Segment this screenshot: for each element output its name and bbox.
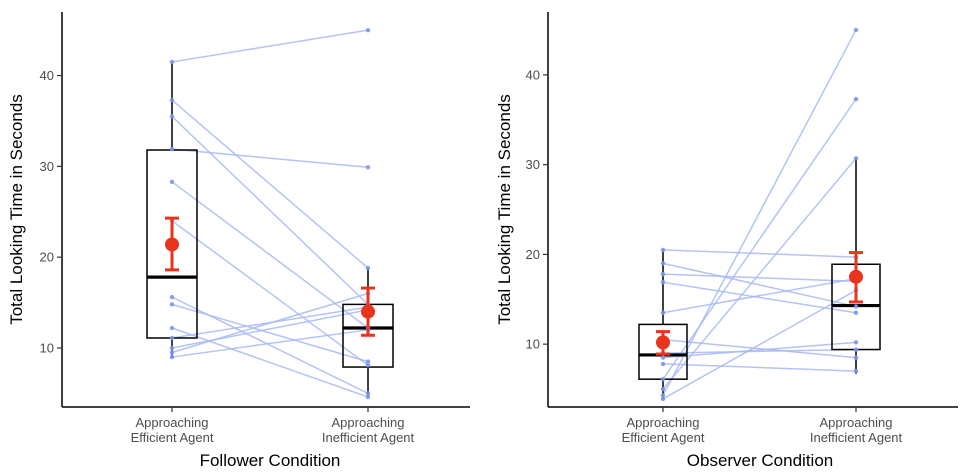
y-tick-label: 40	[526, 67, 540, 82]
y-tick-label: 30	[40, 159, 54, 174]
paired-line	[171, 303, 369, 363]
observer-panel: 10 20 30 40 Approaching Efficient Agent Approa…	[495, 12, 958, 470]
paired-line	[662, 249, 857, 258]
paired-line	[662, 338, 857, 359]
x-tick-label: Approaching Efficient Agent	[622, 415, 705, 445]
data-point	[660, 396, 666, 402]
data-point	[660, 271, 666, 277]
data-point	[169, 354, 175, 360]
data-point	[853, 304, 859, 309]
mean-point	[656, 335, 670, 350]
x-tick-label: Approaching Inefficient Agent	[810, 415, 903, 445]
data-point	[853, 96, 859, 102]
data-point	[169, 146, 175, 152]
y-tick-label: 10	[40, 340, 54, 355]
paired-line	[171, 115, 369, 305]
paired-line	[662, 289, 857, 400]
data-point	[660, 376, 666, 382]
data-point	[660, 247, 666, 253]
data-point	[660, 386, 666, 392]
y-tick-label: 30	[526, 157, 540, 172]
paired-line	[171, 29, 369, 63]
paired-line	[662, 348, 857, 354]
paired-line	[662, 98, 857, 380]
x-axis-title: Follower Condition	[200, 451, 341, 470]
paired-line	[171, 309, 369, 349]
data-point	[169, 302, 175, 307]
data-point	[365, 394, 371, 400]
paired-line	[171, 329, 369, 358]
mean-point	[849, 269, 863, 284]
y-tick-label: 20	[526, 247, 540, 262]
y-axis-title: Total Looking Time in Seconds	[7, 94, 26, 325]
data-point	[169, 335, 175, 341]
data-point	[169, 345, 175, 351]
paired-line	[662, 29, 857, 396]
data-point	[853, 355, 859, 360]
data-point	[365, 165, 371, 170]
data-point	[853, 368, 859, 374]
data-point	[660, 310, 666, 315]
data-point	[169, 179, 175, 185]
y-axis-title: Total Looking Time in Seconds	[495, 94, 514, 325]
paired-line	[662, 262, 857, 308]
mean-point	[361, 304, 375, 319]
data-point	[365, 27, 371, 33]
data-point	[169, 325, 175, 331]
data-point	[169, 59, 175, 65]
data-point	[853, 27, 859, 33]
data-point	[853, 310, 859, 315]
paired-line	[171, 99, 369, 269]
x-tick-label: Approaching Efficient Agent	[131, 415, 214, 445]
data-point	[365, 359, 371, 364]
paired-line	[171, 181, 369, 329]
x-tick-label: Approaching Inefficient Agent	[322, 415, 415, 445]
data-point	[660, 355, 666, 360]
data-point	[853, 156, 859, 161]
follower-panel: 10 20 30 40 Approaching Efficient Agent Approa…	[7, 12, 470, 470]
data-point	[169, 97, 175, 103]
data-point	[660, 261, 666, 266]
data-point	[169, 114, 175, 119]
data-point	[660, 393, 666, 398]
paired-line	[662, 363, 857, 372]
paired-line	[171, 220, 369, 366]
y-tick-label: 40	[40, 68, 54, 83]
paired-line	[662, 157, 857, 390]
paired-line	[662, 277, 857, 314]
x-axis-title: Observer Condition	[687, 451, 833, 470]
paired-line	[171, 292, 369, 354]
data-point	[853, 340, 859, 345]
paired-line	[171, 327, 369, 398]
y-tick-label: 20	[40, 250, 54, 265]
mean-point	[165, 237, 179, 252]
data-point	[853, 347, 859, 352]
data-point	[169, 350, 175, 355]
data-point	[660, 361, 666, 367]
data-point	[660, 280, 666, 285]
data-point	[365, 391, 371, 396]
data-point	[169, 294, 175, 300]
data-point	[365, 265, 371, 271]
data-point	[365, 363, 371, 368]
y-tick-label: 10	[526, 337, 540, 352]
paired-line	[662, 341, 857, 359]
paired-line	[171, 148, 369, 169]
paired-line	[662, 273, 857, 283]
